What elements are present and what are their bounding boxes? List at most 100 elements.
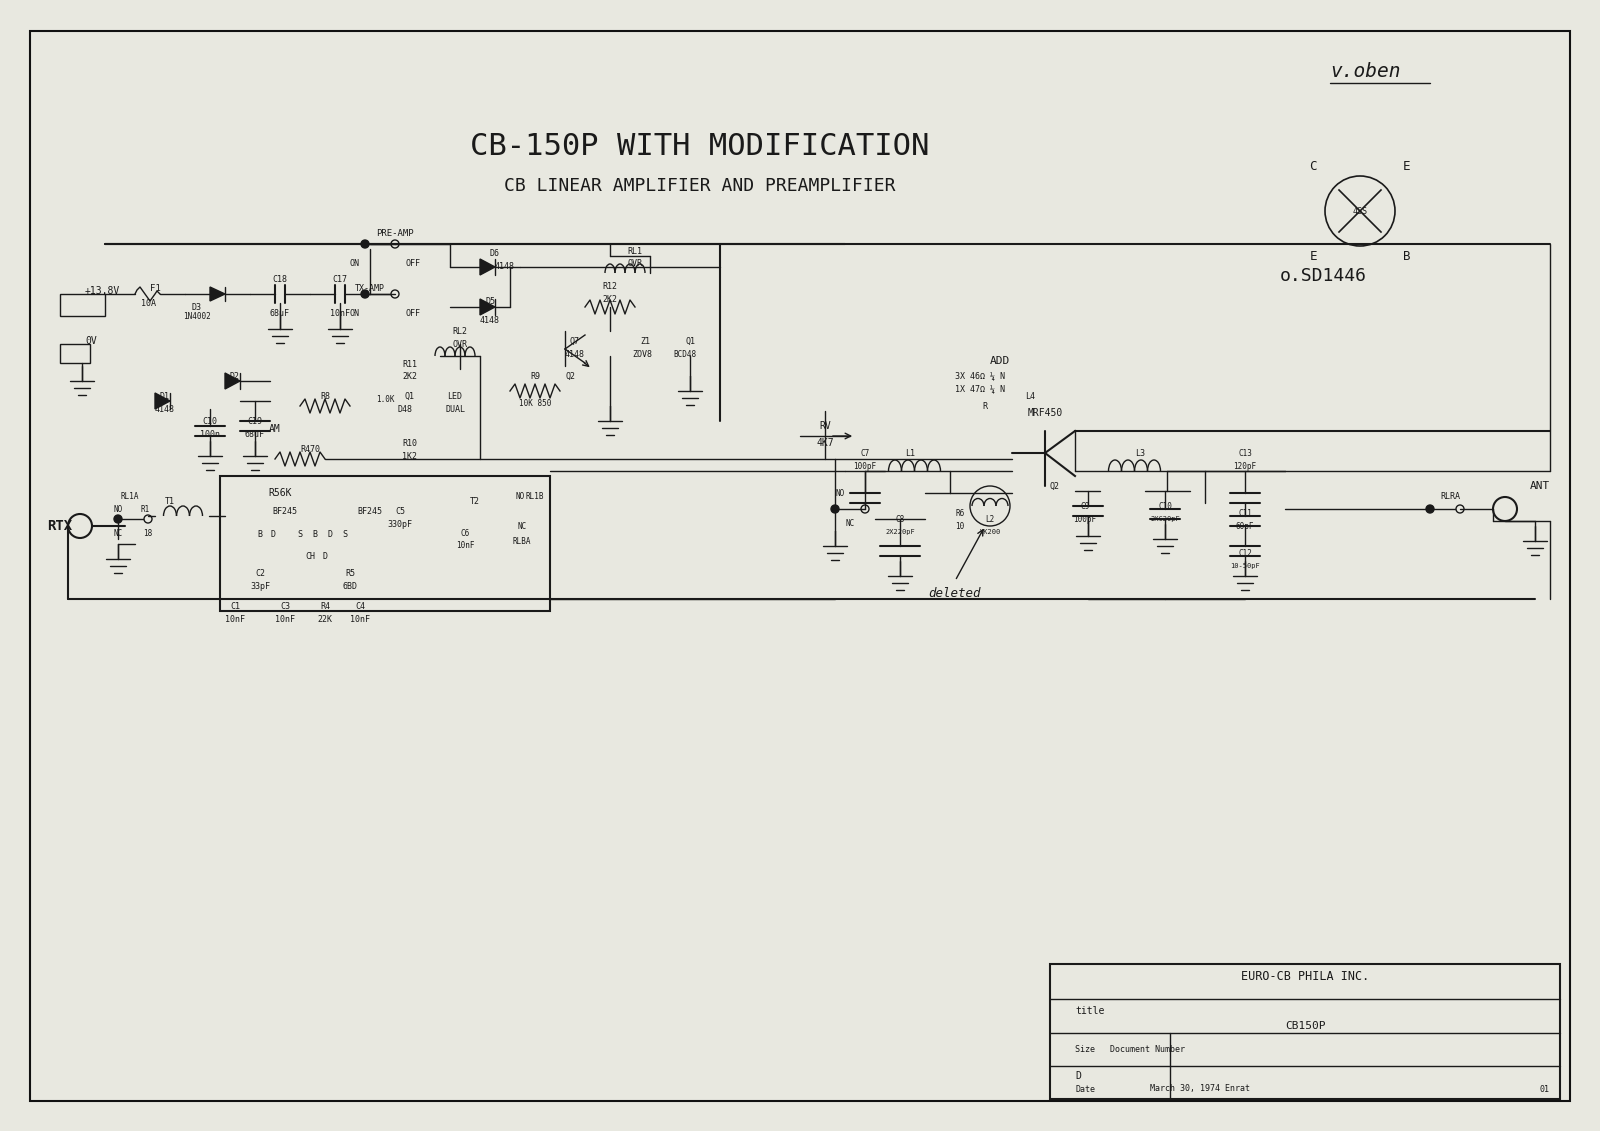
Text: NO: NO [114, 504, 123, 513]
Polygon shape [155, 392, 170, 409]
Text: 6BD: 6BD [342, 581, 357, 590]
Text: B: B [1403, 250, 1411, 262]
Text: R56K: R56K [269, 487, 291, 498]
Text: C13: C13 [1238, 449, 1251, 458]
Text: Date: Date [1075, 1085, 1094, 1094]
Text: NO: NO [515, 492, 525, 501]
Text: 10K 850: 10K 850 [518, 398, 550, 407]
Text: C10: C10 [1158, 501, 1171, 510]
Text: R11: R11 [403, 360, 418, 369]
Text: 100pF: 100pF [853, 461, 877, 470]
Text: R470: R470 [301, 444, 320, 454]
Text: EURO-CB PHILA INC.: EURO-CB PHILA INC. [1242, 969, 1370, 983]
Text: S: S [342, 529, 347, 538]
Text: C7: C7 [861, 449, 870, 458]
Text: C9: C9 [1080, 501, 1090, 510]
Polygon shape [480, 259, 494, 275]
Text: 60pF: 60pF [1235, 521, 1254, 530]
Text: R10: R10 [403, 439, 418, 448]
Text: C: C [1309, 159, 1317, 173]
Text: D5: D5 [485, 296, 494, 305]
Text: C6: C6 [461, 528, 470, 537]
Bar [221, 476, 550, 611]
Text: B: B [258, 529, 262, 538]
Text: 2XC20pF: 2XC20pF [1150, 516, 1179, 523]
Text: 01: 01 [1539, 1085, 1550, 1094]
Circle shape [362, 240, 370, 248]
Text: 68uF: 68uF [270, 309, 290, 318]
Text: D: D [270, 529, 275, 538]
Text: E: E [1309, 250, 1317, 262]
Text: 10nF: 10nF [226, 614, 245, 623]
Text: 10A: 10A [141, 299, 155, 308]
Text: OFF: OFF [405, 259, 419, 268]
Text: Q2: Q2 [1050, 482, 1059, 491]
Text: OVR: OVR [453, 339, 467, 348]
Text: C4: C4 [355, 602, 365, 611]
Text: OFF: OFF [405, 309, 419, 318]
Text: 100n: 100n [200, 430, 221, 439]
Text: R8: R8 [320, 391, 330, 400]
Text: 33pF: 33pF [250, 581, 270, 590]
Text: 100pF: 100pF [1074, 515, 1096, 524]
Text: L4: L4 [1026, 391, 1035, 400]
Text: RLRA: RLRA [1440, 492, 1459, 501]
Text: RL1A: RL1A [120, 492, 139, 501]
Text: C5: C5 [395, 507, 405, 516]
Text: S: S [298, 529, 302, 538]
Text: Q1: Q1 [405, 391, 414, 400]
Text: NC: NC [114, 528, 123, 537]
Text: Z1: Z1 [640, 337, 650, 345]
Text: 10-50pF: 10-50pF [1230, 563, 1259, 569]
Text: ANT: ANT [1530, 481, 1550, 491]
Text: D: D [328, 529, 333, 538]
Text: OVR: OVR [627, 259, 643, 268]
Text: NC: NC [845, 518, 854, 527]
Text: E: E [1403, 159, 1411, 173]
Text: ON: ON [350, 259, 360, 268]
Text: C1: C1 [230, 602, 240, 611]
Text: 4148: 4148 [565, 349, 586, 359]
Text: R4: R4 [320, 602, 330, 611]
Text: C11: C11 [1238, 509, 1251, 518]
Text: D48: D48 [397, 405, 413, 414]
Text: C2: C2 [254, 569, 266, 578]
Text: 68uF: 68uF [245, 430, 266, 439]
Text: RLBA: RLBA [512, 536, 531, 545]
Text: +13.8V: +13.8V [85, 286, 120, 296]
Text: 4148: 4148 [494, 261, 515, 270]
Text: Size   Document Number: Size Document Number [1075, 1045, 1186, 1053]
Text: Q2: Q2 [565, 371, 574, 380]
Polygon shape [210, 287, 226, 301]
Text: 3X 46Ω ¼ N: 3X 46Ω ¼ N [955, 371, 1005, 380]
Text: RL1B: RL1B [526, 492, 544, 501]
Text: R1: R1 [141, 504, 150, 513]
Text: RL1: RL1 [627, 247, 643, 256]
Text: NO: NO [835, 489, 845, 498]
Text: CB LINEAR AMPLIFIER AND PREAMPLIFIER: CB LINEAR AMPLIFIER AND PREAMPLIFIER [504, 176, 896, 195]
Text: RV: RV [819, 421, 830, 431]
Text: PRE-AMP: PRE-AMP [376, 228, 414, 238]
Bar [61, 344, 90, 363]
Text: F1: F1 [150, 284, 160, 293]
Text: C19: C19 [248, 416, 262, 425]
Text: 2X220pF: 2X220pF [885, 529, 915, 535]
Text: 1K2: 1K2 [403, 451, 418, 460]
Text: C3: C3 [280, 602, 290, 611]
Text: 10nF: 10nF [350, 614, 370, 623]
Text: T1: T1 [165, 497, 174, 506]
Text: BF245: BF245 [272, 507, 298, 516]
Text: 330pF: 330pF [387, 519, 413, 528]
Text: 18: 18 [144, 528, 152, 537]
Text: v.oben: v.oben [1330, 61, 1400, 80]
Text: DUAL: DUAL [445, 405, 466, 414]
Text: L1: L1 [906, 449, 915, 458]
Text: R: R [982, 402, 987, 411]
Text: 10: 10 [955, 521, 965, 530]
Text: R5: R5 [346, 569, 355, 578]
Text: 0V: 0V [85, 336, 96, 346]
Circle shape [1426, 506, 1434, 513]
Text: 4148: 4148 [155, 405, 174, 414]
Text: D: D [1075, 1071, 1082, 1081]
Text: NC: NC [517, 521, 526, 530]
